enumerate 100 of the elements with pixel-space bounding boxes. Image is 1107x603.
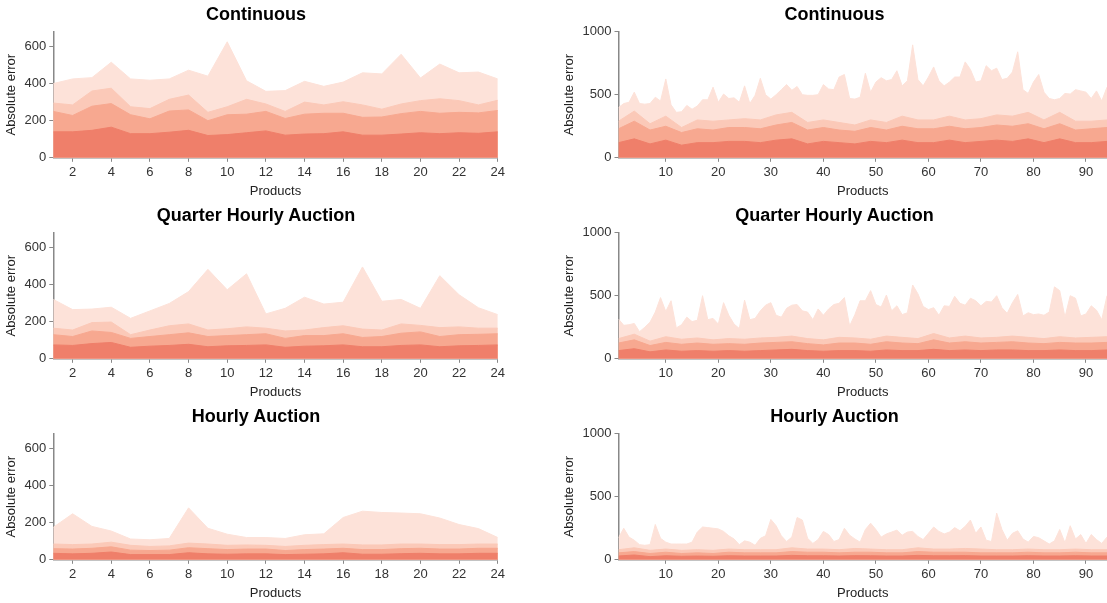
x-tick-label: 4 bbox=[107, 164, 115, 180]
x-tick-label: 20 bbox=[711, 164, 726, 180]
x-tick-label: 20 bbox=[711, 566, 726, 582]
x-tick-label: 2 bbox=[69, 164, 77, 180]
x-tick-label: 80 bbox=[1026, 566, 1041, 582]
x-tick-label: 60 bbox=[921, 365, 936, 381]
y-tick-label: 1000 bbox=[582, 23, 612, 39]
x-tick-label: 10 bbox=[658, 566, 674, 582]
x-tick-label: 8 bbox=[184, 164, 193, 180]
x-tick-label: 2 bbox=[69, 365, 77, 381]
x-tick-label: 50 bbox=[868, 365, 884, 381]
x-tick-label: 60 bbox=[921, 164, 936, 180]
chart-title: Hourly Auction bbox=[191, 405, 321, 426]
x-tick-label: 4 bbox=[107, 566, 115, 582]
x-tick-label: 22 bbox=[451, 365, 467, 381]
x-axis-title: Products bbox=[837, 182, 889, 198]
y-tick-label: 0 bbox=[39, 149, 47, 165]
x-tick-label: 20 bbox=[413, 566, 428, 582]
x-tick-label: 24 bbox=[490, 365, 505, 381]
x-tick-label: 40 bbox=[816, 164, 831, 180]
y-tick-label: 500 bbox=[589, 287, 612, 303]
x-axis-title: Products bbox=[249, 182, 302, 198]
x-tick-label: 30 bbox=[763, 566, 779, 582]
x-tick-label: 80 bbox=[1026, 164, 1041, 180]
y-axis-title: Absolute error bbox=[561, 254, 577, 337]
x-tick-label: 6 bbox=[146, 164, 154, 180]
x-tick-label: 10 bbox=[658, 365, 674, 381]
x-tick-label: 10 bbox=[219, 566, 235, 582]
x-tick-label: 12 bbox=[258, 365, 274, 381]
x-tick-label: 10 bbox=[219, 365, 235, 381]
x-tick-label: 14 bbox=[297, 164, 312, 180]
y-tick-label: 600 bbox=[24, 440, 47, 456]
x-tick-label: 12 bbox=[258, 164, 274, 180]
x-tick-label: 40 bbox=[816, 365, 831, 381]
y-tick-label: 0 bbox=[604, 350, 612, 366]
x-axis-title: Products bbox=[837, 584, 889, 600]
y-axis-title: Absolute error bbox=[3, 455, 19, 538]
x-tick-label: 90 bbox=[1078, 164, 1094, 180]
y-tick-label: 400 bbox=[24, 75, 47, 91]
x-tick-label: 6 bbox=[146, 566, 154, 582]
x-tick-label: 70 bbox=[973, 365, 989, 381]
x-tick-label: 14 bbox=[297, 365, 312, 381]
x-tick-label: 40 bbox=[816, 566, 831, 582]
x-tick-label: 30 bbox=[763, 365, 779, 381]
y-tick-label: 400 bbox=[24, 477, 47, 493]
y-axis-title: Absolute error bbox=[3, 254, 19, 337]
x-axis-title: Products bbox=[837, 383, 889, 399]
x-tick-label: 16 bbox=[335, 566, 351, 582]
y-tick-label: 0 bbox=[604, 551, 612, 567]
x-tick-label: 6 bbox=[146, 365, 154, 381]
x-tick-label: 8 bbox=[184, 566, 193, 582]
y-axis-title: Absolute error bbox=[561, 53, 577, 136]
y-tick-label: 1000 bbox=[582, 425, 612, 441]
x-tick-label: 80 bbox=[1026, 365, 1041, 381]
chart-title: Continuous bbox=[784, 3, 885, 24]
x-tick-label: 22 bbox=[451, 566, 467, 582]
x-tick-label: 70 bbox=[973, 164, 989, 180]
y-tick-label: 0 bbox=[39, 350, 47, 366]
x-axis-title: Products bbox=[249, 584, 302, 600]
y-tick-label: 0 bbox=[604, 149, 612, 165]
x-tick-label: 12 bbox=[258, 566, 274, 582]
y-tick-label: 0 bbox=[39, 551, 47, 567]
x-tick-label: 16 bbox=[335, 164, 351, 180]
y-tick-label: 200 bbox=[24, 112, 47, 128]
x-tick-label: 20 bbox=[413, 164, 428, 180]
x-tick-label: 4 bbox=[107, 365, 115, 381]
x-tick-label: 24 bbox=[490, 566, 505, 582]
x-tick-label: 18 bbox=[374, 566, 390, 582]
y-axis-title: Absolute error bbox=[3, 53, 19, 136]
y-axis-title: Absolute error bbox=[561, 455, 577, 538]
x-tick-label: 50 bbox=[868, 566, 884, 582]
x-tick-label: 90 bbox=[1078, 365, 1094, 381]
x-tick-label: 18 bbox=[374, 164, 390, 180]
chart-title: Quarter Hourly Auction bbox=[156, 204, 356, 225]
x-tick-label: 22 bbox=[451, 164, 467, 180]
y-tick-label: 500 bbox=[589, 86, 612, 102]
x-tick-label: 60 bbox=[921, 566, 936, 582]
y-tick-label: 500 bbox=[589, 488, 612, 504]
x-tick-label: 50 bbox=[868, 164, 884, 180]
y-tick-label: 600 bbox=[24, 239, 47, 255]
x-tick-label: 10 bbox=[658, 164, 674, 180]
x-tick-label: 10 bbox=[219, 164, 235, 180]
x-tick-label: 20 bbox=[711, 365, 726, 381]
y-tick-label: 600 bbox=[24, 38, 47, 54]
chart-title: Continuous bbox=[206, 3, 306, 24]
x-tick-label: 20 bbox=[413, 365, 428, 381]
x-tick-label: 8 bbox=[184, 365, 193, 381]
y-tick-label: 1000 bbox=[582, 224, 612, 240]
x-axis-title: Products bbox=[249, 383, 302, 399]
y-tick-label: 400 bbox=[24, 276, 47, 292]
x-tick-label: 70 bbox=[973, 566, 989, 582]
x-tick-label: 16 bbox=[335, 365, 351, 381]
y-tick-label: 200 bbox=[24, 514, 47, 530]
x-tick-label: 14 bbox=[297, 566, 312, 582]
x-tick-label: 30 bbox=[763, 164, 779, 180]
y-tick-label: 200 bbox=[24, 313, 47, 329]
x-tick-label: 18 bbox=[374, 365, 390, 381]
x-tick-label: 90 bbox=[1078, 566, 1094, 582]
chart-title: Quarter Hourly Auction bbox=[735, 204, 934, 225]
x-tick-label: 24 bbox=[490, 164, 505, 180]
